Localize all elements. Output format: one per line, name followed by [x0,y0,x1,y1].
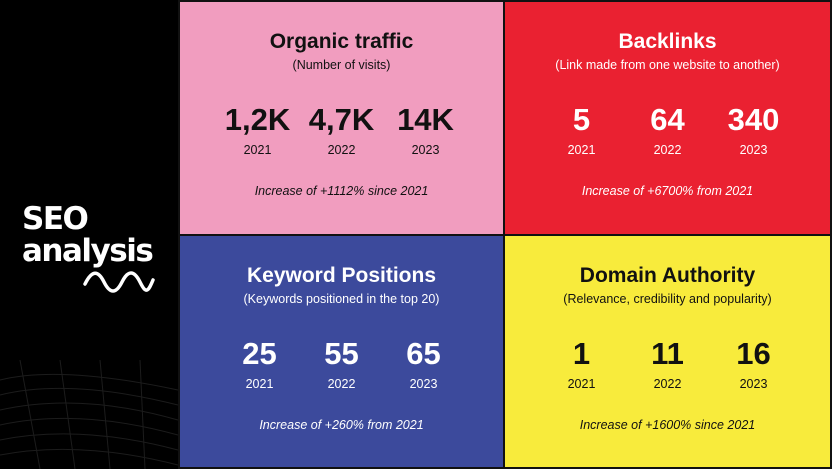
domain-authority-panel: Domain Authority (Relevance, credibility… [503,234,832,469]
stat-year: 2021 [567,143,596,157]
stat-item: 4,7K 2022 [307,102,377,157]
stat-value: 14K [397,102,454,137]
keyword-positions-stats: 25 2021 55 2022 65 2023 [180,336,503,391]
stat-item: 1 2021 [548,336,616,391]
keyword-positions-note: Increase of +260% from 2021 [259,418,424,432]
backlinks-title: Backlinks [618,30,717,53]
stat-item: 11 2022 [634,336,702,391]
stat-year: 2023 [739,143,768,157]
backlinks-subtitle: (Link made from one website to another) [555,58,780,72]
domain-authority-stats: 1 2021 11 2022 16 2023 [505,336,830,391]
stat-year: 2021 [567,377,596,391]
stat-item: 1,2K 2021 [223,102,293,157]
keyword-positions-subtitle: (Keywords positioned in the top 20) [243,292,440,306]
stat-year: 2022 [653,143,682,157]
stat-item: 14K 2023 [391,102,461,157]
keyword-positions-title: Keyword Positions [246,264,437,287]
stat-year: 2021 [245,377,274,391]
backlinks-note: Increase of +6700% from 2021 [581,184,754,198]
stat-year: 2022 [653,377,682,391]
stat-item: 25 2021 [226,336,294,391]
stat-value: 1 [572,336,591,371]
stat-year: 2022 [327,143,356,157]
backlinks-panel: Backlinks (Link made from one website to… [503,0,832,236]
domain-authority-subtitle: (Relevance, credibility and popularity) [563,292,772,306]
stat-value: 1,2K [224,102,291,137]
stat-item: 65 2023 [390,336,458,391]
organic-traffic-stats: 1,2K 2021 4,7K 2022 14K 2023 [180,102,503,157]
organic-traffic-title: Organic traffic [269,30,414,53]
stat-value: 16 [736,336,771,371]
organic-traffic-note: Increase of +1112% since 2021 [254,184,429,198]
decorative-lines [0,360,178,469]
organic-traffic-panel: Organic traffic (Number of visits) 1,2K … [178,0,505,236]
stat-value: 25 [242,336,277,371]
organic-traffic-subtitle: (Number of visits) [292,58,391,72]
sidebar-title-line1: SEO [22,201,89,237]
stat-value: 64 [650,102,685,137]
stat-item: 55 2022 [308,336,376,391]
wave-icon [83,271,155,293]
stat-value: 65 [406,336,441,371]
stat-value: 11 [651,336,684,371]
stat-year: 2021 [243,143,272,157]
stat-item: 16 2023 [720,336,788,391]
stat-year: 2023 [411,143,440,157]
domain-authority-title: Domain Authority [579,264,756,287]
backlinks-stats: 5 2021 64 2022 340 2023 [505,102,830,157]
stat-item: 340 2023 [720,102,788,157]
stat-year: 2023 [409,377,438,391]
sidebar: SEO analysis [0,0,178,469]
stat-year: 2023 [739,377,768,391]
sidebar-title-line2: analysis [22,233,154,269]
stat-value: 340 [727,102,780,137]
stat-value: 5 [572,102,591,137]
stat-value: 4,7K [308,102,375,137]
domain-authority-note: Increase of +1600% since 2021 [579,418,756,432]
stat-item: 64 2022 [634,102,702,157]
keyword-positions-panel: Keyword Positions (Keywords positioned i… [178,234,505,469]
stat-item: 5 2021 [548,102,616,157]
stat-year: 2022 [327,377,356,391]
stat-value: 55 [324,336,359,371]
